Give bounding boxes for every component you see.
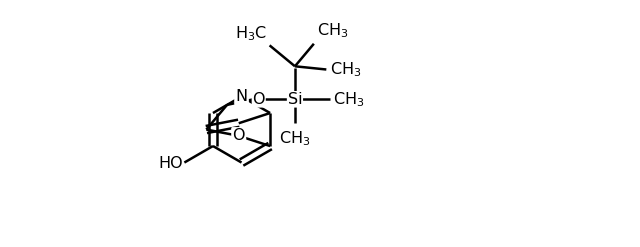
Text: Si: Si — [287, 92, 302, 107]
Text: O: O — [232, 128, 245, 143]
Text: CH$_3$: CH$_3$ — [330, 60, 361, 79]
Text: H$_3$C: H$_3$C — [235, 24, 267, 42]
Text: HO: HO — [158, 156, 182, 171]
Text: CH$_3$: CH$_3$ — [317, 21, 348, 40]
Text: O: O — [253, 92, 265, 107]
Text: N: N — [236, 89, 248, 104]
Text: CH$_3$: CH$_3$ — [279, 129, 310, 148]
Text: CH$_3$: CH$_3$ — [333, 90, 364, 109]
